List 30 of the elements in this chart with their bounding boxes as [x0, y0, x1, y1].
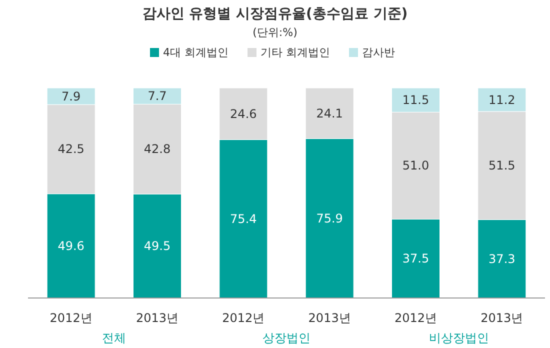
data-label: 37.3 [488, 252, 516, 266]
data-label: 42.5 [58, 142, 84, 156]
legend-label: 4대 회계법인 [163, 46, 228, 59]
x-tick-label: 2013년 [308, 311, 351, 325]
title: 감사인 유형별 시장점유율(총수임료 기준) [142, 6, 408, 22]
data-label: 11.2 [488, 92, 516, 107]
x-tick-label: 2012년 [50, 311, 92, 325]
data-label: 37.5 [402, 252, 430, 266]
subtitle: (단위:%) [252, 26, 298, 39]
data-label: 49.6 [58, 238, 84, 253]
data-label: 51.5 [488, 158, 516, 173]
group-label: 상장법인 [262, 331, 310, 345]
data-label: 75.4 [230, 212, 257, 226]
legend-label: 기타 회계법인 [260, 46, 330, 59]
x-tick-label: 2012년 [222, 311, 265, 325]
data-label: 24.6 [230, 106, 257, 121]
legend-label: 감사반 [362, 46, 395, 59]
group-label: 비상장법인 [428, 331, 489, 345]
data-label: 7.9 [62, 89, 81, 104]
data-label: 24.1 [316, 106, 343, 120]
data-label: 42.8 [144, 142, 171, 156]
data-label: 7.7 [148, 89, 167, 104]
x-tick-label: 2012년 [394, 311, 438, 325]
x-tick-label: 2013년 [136, 311, 179, 325]
x-tick-label: 2013년 [480, 311, 524, 325]
data-label: 49.5 [144, 239, 171, 254]
data-label: 75.9 [316, 211, 343, 226]
group-label: 전체 [102, 331, 126, 345]
data-label: 51.0 [402, 158, 430, 173]
data-label: 11.5 [402, 93, 430, 108]
